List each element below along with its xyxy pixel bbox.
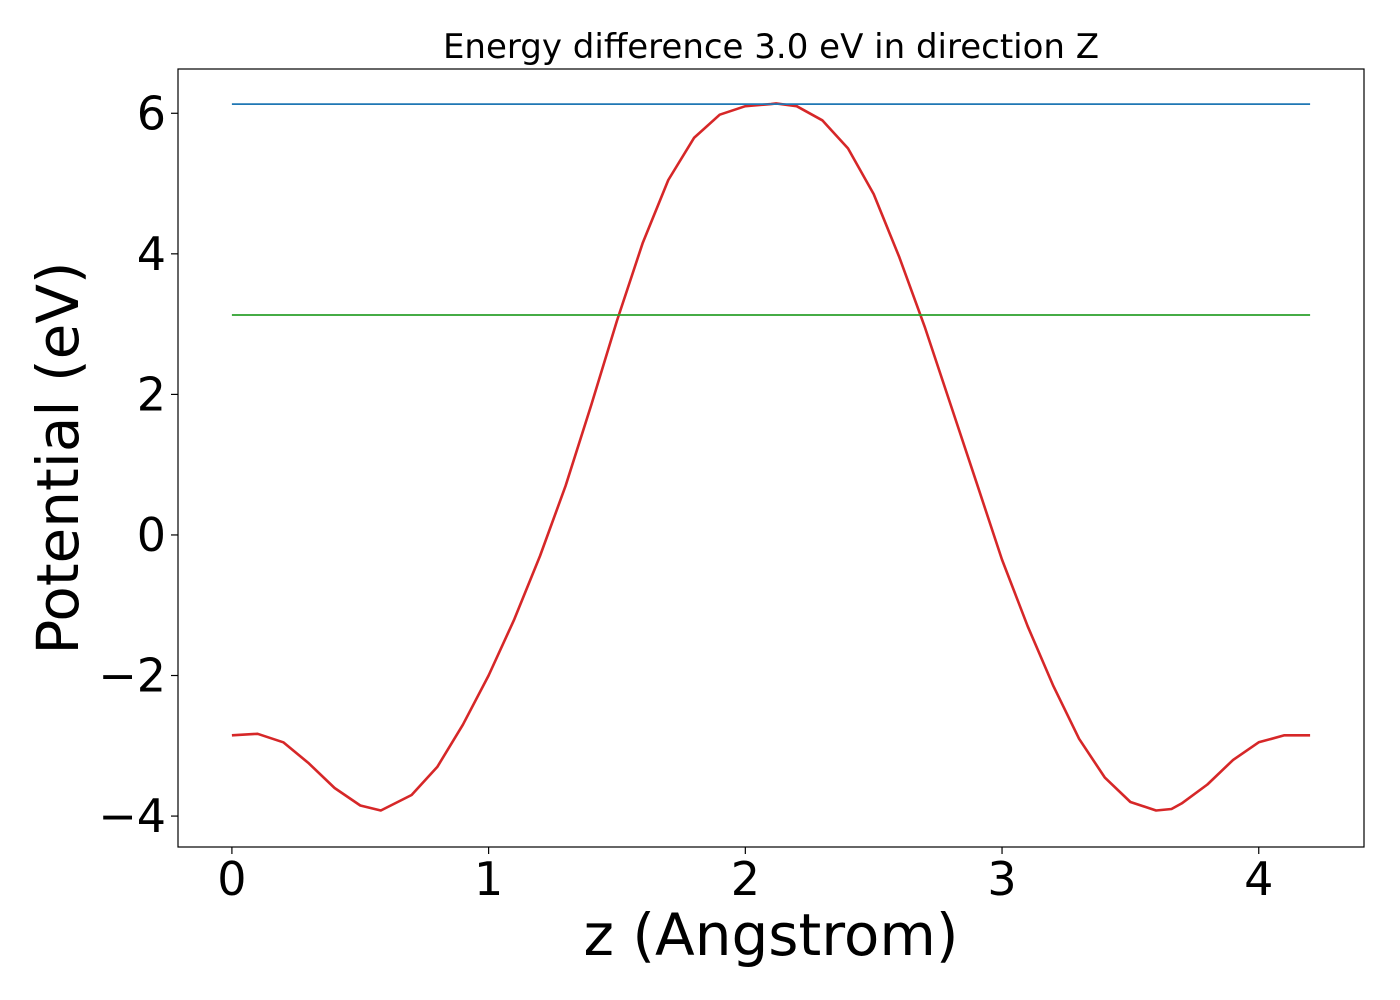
y-tick-label: −2 bbox=[98, 649, 166, 703]
x-tick-label: 4 bbox=[1244, 852, 1273, 906]
series-layer bbox=[231, 102, 1311, 812]
y-tick-label: 4 bbox=[137, 227, 166, 281]
plot-area bbox=[177, 68, 1365, 848]
x-axis-ticks: 0 1 2 3 4 bbox=[217, 847, 1273, 906]
y-tick-label: −4 bbox=[98, 789, 166, 843]
x-tick-label: 0 bbox=[217, 852, 246, 906]
x-tick-label: 2 bbox=[731, 852, 760, 906]
y-axis-ticks: −4 −2 0 2 4 6 bbox=[98, 86, 178, 843]
plot-frame bbox=[177, 68, 1365, 848]
x-axis-label: z (Angstrom) bbox=[584, 901, 959, 969]
y-tick-label: 0 bbox=[137, 508, 166, 562]
y-tick-label: 6 bbox=[137, 86, 166, 140]
x-tick-label: 1 bbox=[474, 852, 503, 906]
y-axis-label: Potential (eV) bbox=[24, 261, 92, 654]
y-tick-label: 2 bbox=[137, 367, 166, 421]
chart-title: Energy difference 3.0 eV in direction Z bbox=[443, 27, 1099, 67]
x-tick-label: 3 bbox=[987, 852, 1016, 906]
